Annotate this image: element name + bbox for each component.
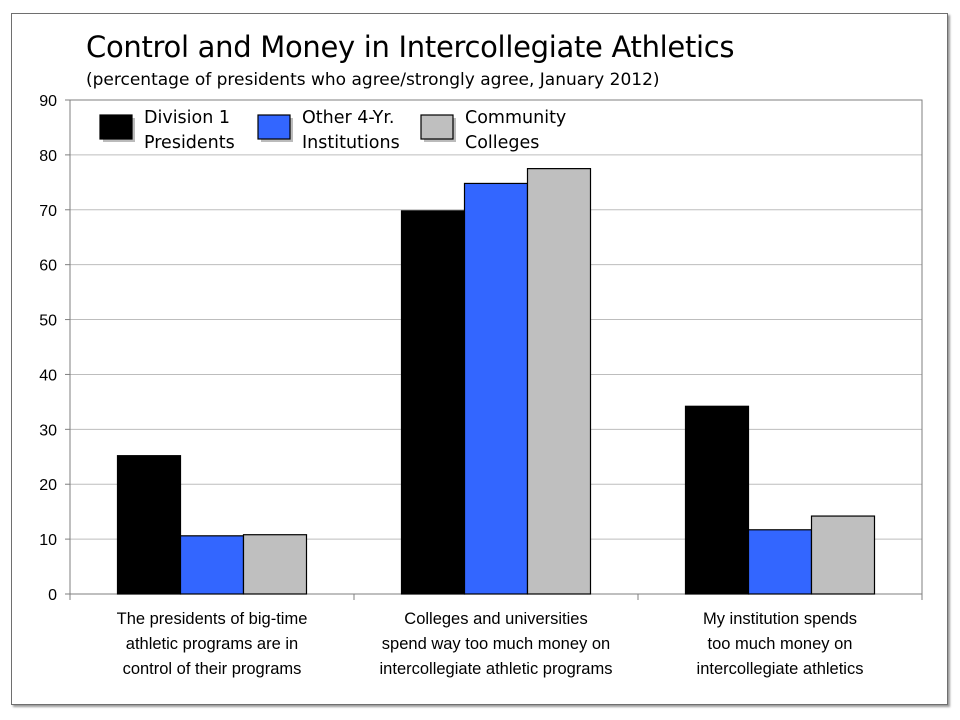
bar [526, 168, 592, 595]
legend-label: Division 1 [144, 108, 230, 128]
legend-label: Institutions [302, 133, 400, 153]
x-category-label: My institution spends too much money on in… [645, 607, 915, 682]
legend-swatch [420, 114, 454, 140]
bar [116, 455, 182, 595]
chart-title: Control and Money in Intercollegiate Ath… [86, 30, 735, 64]
legend-label: Other 4-Yr. [302, 108, 394, 128]
y-tick-label: 80 [39, 148, 57, 165]
x-category-label: The presidents of big-time athletic progr… [77, 607, 347, 682]
legend-label: Colleges [465, 133, 539, 153]
bar [179, 535, 245, 595]
bar [810, 515, 876, 595]
legend-swatch [99, 114, 133, 140]
x-category-label-line: control of their programs [122, 660, 302, 678]
bar [747, 529, 813, 595]
y-tick-label: 30 [39, 422, 57, 439]
x-category-label-line: spend way too much money on [381, 635, 611, 653]
y-tick-label: 10 [39, 532, 57, 549]
y-tick-label: 50 [39, 313, 57, 330]
x-category-label: Colleges and universities spend way too m… [361, 607, 631, 682]
chart-subtitle: (percentage of presidents who agree/stro… [86, 70, 660, 90]
y-tick-label: 60 [39, 258, 57, 275]
x-category-label-line: Colleges and universities [404, 610, 588, 628]
y-tick-label: 40 [39, 367, 57, 384]
bar [242, 534, 308, 595]
legend-label: Community [465, 108, 566, 128]
x-category-label-line: My institution spends [702, 610, 858, 628]
bar [463, 182, 529, 595]
y-tick-label: 90 [39, 93, 57, 110]
bar [400, 210, 466, 595]
x-category-label-line: The presidents of big-time [116, 610, 308, 628]
x-category-label-line: intercollegiate athletic programs [379, 660, 613, 678]
legend-swatch [257, 114, 291, 140]
x-category-label-line: athletic programs are in [125, 635, 299, 653]
y-tick-label: 70 [39, 203, 57, 220]
legend-label: Presidents [144, 133, 235, 153]
bar [684, 405, 750, 595]
x-category-label-line: too much money on [707, 635, 853, 653]
y-tick-label: 0 [48, 587, 57, 604]
x-category-label-line: intercollegiate athletics [696, 660, 864, 678]
y-tick-label: 20 [39, 477, 57, 494]
